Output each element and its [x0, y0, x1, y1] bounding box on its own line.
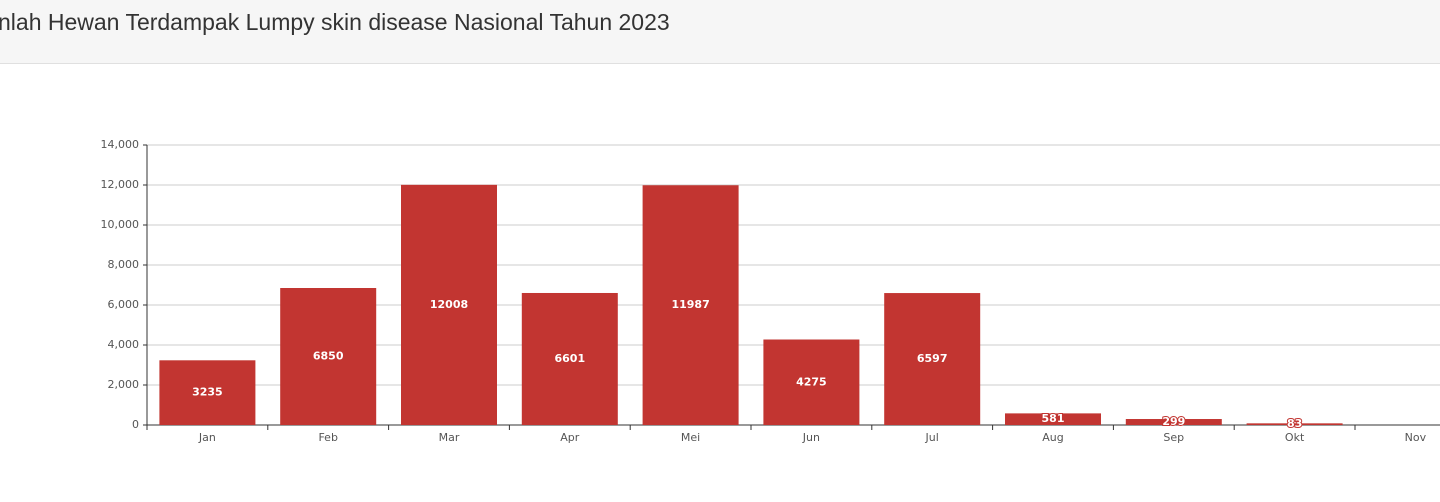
x-tick-label: Mei: [681, 431, 700, 444]
x-tick-label: Jan: [198, 431, 216, 444]
y-tick-label: 12,000: [101, 178, 140, 191]
x-tick-label: Apr: [560, 431, 580, 444]
bar: [763, 339, 860, 425]
x-tick-label: Aug: [1042, 431, 1063, 444]
y-tick-label: 0: [132, 418, 139, 431]
x-tick-label: Nov: [1405, 431, 1427, 444]
value-label: 11987: [671, 298, 709, 311]
bar: [1246, 423, 1343, 425]
bar: [1125, 419, 1222, 425]
x-tick-label: Okt: [1285, 431, 1305, 444]
bar: [521, 292, 618, 425]
value-label: 83: [1287, 417, 1302, 430]
bar: [401, 184, 497, 425]
value-label: 6601: [554, 352, 585, 365]
x-tick-label: Mar: [439, 431, 460, 444]
value-label: 3235: [192, 386, 223, 399]
value-label: 299: [1162, 415, 1185, 428]
bar: [1005, 413, 1101, 425]
bar: [159, 360, 256, 425]
value-label: 581: [1042, 412, 1065, 425]
bar: [642, 185, 739, 425]
value-label: 6850: [313, 350, 344, 363]
x-tick-label: Feb: [318, 431, 337, 444]
value-label: 6597: [917, 352, 948, 365]
y-tick-label: 6,000: [108, 298, 140, 311]
bar: [884, 293, 981, 425]
y-tick-label: 14,000: [101, 138, 140, 151]
value-label: 4275: [796, 375, 827, 388]
y-tick-label: 10,000: [101, 218, 140, 231]
chart: 0 2,000 4,000 6,000 8,000 10,000 12,000 14,000 J…: [101, 138, 1440, 444]
x-tick-label: Jul: [925, 431, 939, 444]
bar: [280, 288, 377, 425]
y-tick-label: 4,000: [108, 338, 140, 351]
y-tick-label: 2,000: [108, 378, 140, 391]
y-tick-label: 8,000: [108, 258, 140, 271]
x-tick-label: Jun: [802, 431, 820, 444]
card-title: nlah Hewan Terdampak Lumpy skin disease …: [0, 9, 670, 35]
card-header: nlah Hewan Terdampak Lumpy skin disease …: [0, 0, 1440, 64]
x-tick-label: Sep: [1163, 431, 1184, 444]
value-label: 12008: [430, 298, 468, 311]
